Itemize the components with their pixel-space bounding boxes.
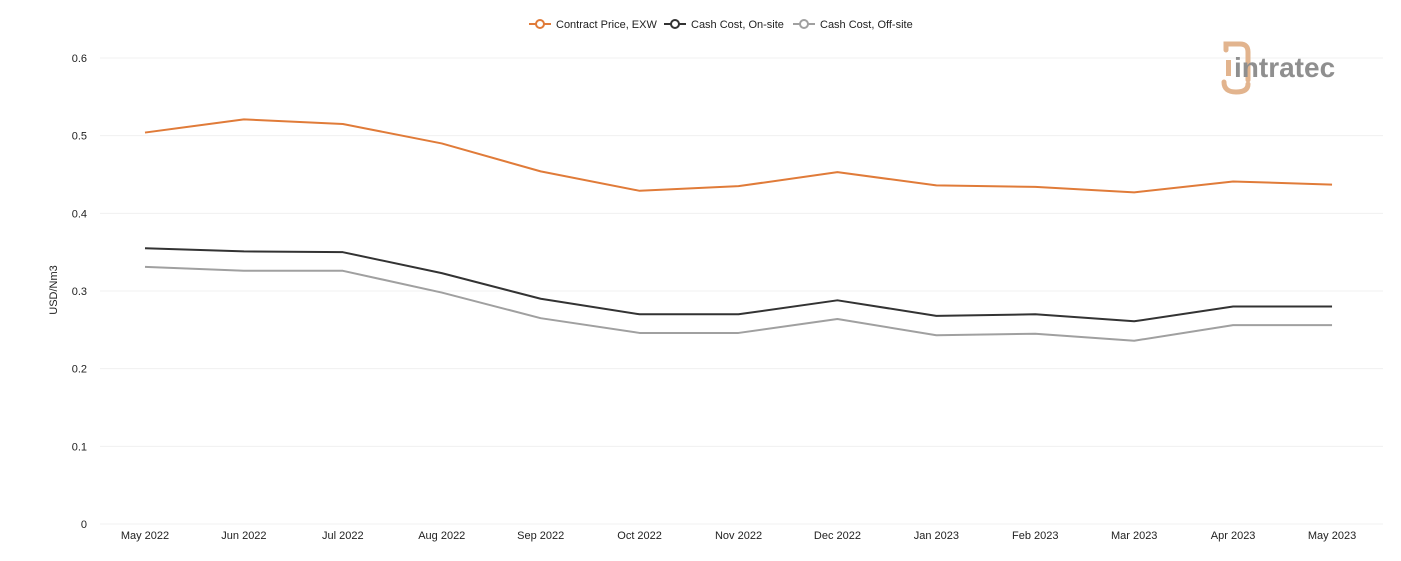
- data-point[interactable]: [1230, 322, 1236, 328]
- x-tick-label: Jun 2022: [221, 530, 266, 542]
- y-tick-label: 0: [81, 519, 87, 531]
- y-tick-label: 0.5: [72, 131, 87, 143]
- y-axis-label: USD/Nm3: [48, 265, 60, 315]
- data-point[interactable]: [1032, 184, 1038, 190]
- data-point[interactable]: [834, 297, 840, 303]
- y-tick-label: 0.2: [72, 364, 87, 376]
- legend-label: Cash Cost, Off-site: [820, 19, 913, 31]
- x-tick-label: May 2023: [1308, 530, 1356, 542]
- intratec-logo: intratec: [1221, 41, 1335, 95]
- data-point[interactable]: [439, 270, 445, 276]
- data-point[interactable]: [1230, 304, 1236, 310]
- data-point[interactable]: [637, 311, 643, 317]
- data-point[interactable]: [1131, 318, 1137, 324]
- data-point[interactable]: [1131, 338, 1137, 344]
- data-point[interactable]: [1230, 178, 1236, 184]
- data-point[interactable]: [834, 316, 840, 322]
- data-point[interactable]: [933, 182, 939, 188]
- logo-wordmark: intratec: [1234, 52, 1335, 83]
- data-point[interactable]: [142, 245, 148, 251]
- data-point[interactable]: [241, 248, 247, 254]
- logo-icon: [1221, 41, 1251, 95]
- data-point[interactable]: [1032, 331, 1038, 337]
- data-point[interactable]: [142, 264, 148, 270]
- legend-marker: [535, 19, 545, 29]
- data-point[interactable]: [439, 290, 445, 296]
- data-point[interactable]: [933, 313, 939, 319]
- series-line-1[interactable]: [144, 247, 1333, 323]
- legend-label: Contract Price, EXW: [556, 19, 657, 31]
- data-point[interactable]: [736, 311, 742, 317]
- legend-item-1[interactable]: Cash Cost, On-site: [664, 19, 784, 31]
- data-point[interactable]: [736, 330, 742, 336]
- x-tick-label: Feb 2023: [1012, 530, 1058, 542]
- x-tick-label: Dec 2022: [814, 530, 861, 542]
- data-point[interactable]: [1329, 182, 1335, 188]
- x-tick-label: Jan 2023: [914, 530, 959, 542]
- data-point[interactable]: [1329, 304, 1335, 310]
- series-line-2[interactable]: [144, 265, 1333, 342]
- data-point[interactable]: [340, 249, 346, 255]
- y-tick-label: 0.4: [72, 208, 87, 220]
- series-layer: [142, 116, 1335, 344]
- data-point[interactable]: [538, 168, 544, 174]
- x-axis: May 2022 Jun 2022 Jul 2022 Aug 2022 Sep 2022…: [121, 530, 1356, 542]
- legend[interactable]: Contract Price, EXW Cash Cost, On-site Cas…: [529, 19, 913, 31]
- data-point[interactable]: [241, 268, 247, 274]
- grid-lines: [100, 57, 1383, 525]
- data-point[interactable]: [340, 121, 346, 127]
- data-point[interactable]: [1329, 322, 1335, 328]
- x-tick-label: Aug 2022: [418, 530, 465, 542]
- x-tick-label: Jul 2022: [322, 530, 364, 542]
- legend-label: Cash Cost, On-site: [691, 19, 784, 31]
- data-point[interactable]: [637, 188, 643, 194]
- x-tick-label: Apr 2023: [1211, 530, 1256, 542]
- x-tick-label: Sep 2022: [517, 530, 564, 542]
- data-point[interactable]: [736, 183, 742, 189]
- data-point[interactable]: [340, 268, 346, 274]
- x-tick-label: Oct 2022: [617, 530, 662, 542]
- data-point[interactable]: [241, 116, 247, 122]
- data-point[interactable]: [538, 296, 544, 302]
- y-tick-label: 0.3: [72, 286, 87, 298]
- legend-marker: [799, 19, 809, 29]
- y-tick-label: 0.1: [72, 441, 87, 453]
- legend-item-2[interactable]: Cash Cost, Off-site: [793, 19, 913, 31]
- y-axis: 0 0.1 0.2 0.3 0.4 0.5 0.6: [72, 53, 87, 531]
- y-tick-label: 0.6: [72, 53, 87, 65]
- legend-marker: [670, 19, 680, 29]
- x-tick-label: Mar 2023: [1111, 530, 1157, 542]
- data-point[interactable]: [142, 130, 148, 136]
- data-point[interactable]: [933, 332, 939, 338]
- data-point[interactable]: [834, 169, 840, 175]
- data-point[interactable]: [1131, 189, 1137, 195]
- data-point[interactable]: [1032, 311, 1038, 317]
- data-point[interactable]: [439, 140, 445, 146]
- series-line-0[interactable]: [144, 118, 1333, 194]
- x-tick-label: Nov 2022: [715, 530, 762, 542]
- data-point[interactable]: [538, 315, 544, 321]
- data-point[interactable]: [637, 330, 643, 336]
- x-tick-label: May 2022: [121, 530, 169, 542]
- legend-item-0[interactable]: Contract Price, EXW: [529, 19, 657, 31]
